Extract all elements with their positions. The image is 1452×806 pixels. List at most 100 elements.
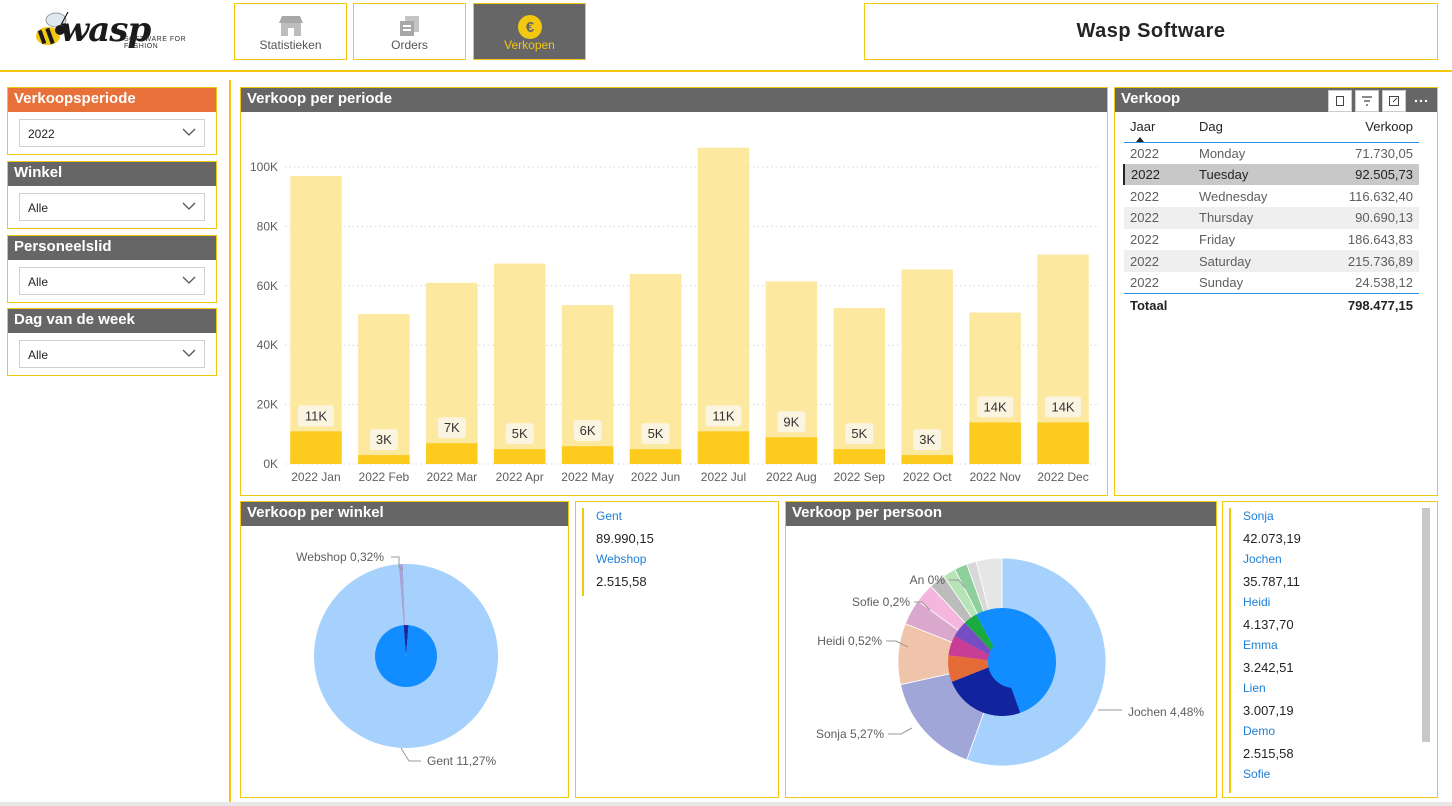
data-label-bg bbox=[297, 405, 334, 427]
data-label: 5K bbox=[851, 426, 867, 441]
dag-van-de-week-dropdown[interactable]: Alle bbox=[19, 340, 205, 368]
x-tick-label: 2022 Sep bbox=[834, 470, 886, 484]
column-header-dag[interactable]: Dag bbox=[1199, 119, 1223, 134]
bar-segment bbox=[901, 455, 953, 464]
accent-bar bbox=[582, 508, 584, 596]
persoon-cards-panel: Sonja 42.073,19 Jochen 35.787,11 Heidi 4.137,… bbox=[1222, 501, 1438, 798]
total-label: Totaal bbox=[1124, 293, 1193, 316]
bar-segment bbox=[426, 443, 478, 464]
y-tick-label: 80K bbox=[257, 219, 278, 233]
cell-verkoop: 92.505,73 bbox=[1303, 163, 1419, 186]
panel-title: Verkoop per persoon bbox=[786, 502, 1216, 526]
leader-line bbox=[949, 579, 966, 589]
data-label-bg bbox=[437, 417, 466, 439]
card-name: Emma bbox=[1243, 638, 1278, 652]
y-tick-label: 40K bbox=[257, 338, 278, 352]
bar-segment bbox=[358, 455, 410, 464]
y-tick-label: 60K bbox=[257, 279, 278, 293]
verkoop-table: Jaar Dag Verkoop 2022 Monday 71.730,05 2022… bbox=[1123, 116, 1419, 316]
verkoop-table-panel: Verkoop Jaar Dag Verkoop 2022 Monday 71.73… bbox=[1114, 87, 1438, 496]
table-row[interactable]: 2022 Friday 186.643,83 bbox=[1124, 229, 1419, 251]
verkoop-per-winkel-panel: Verkoop per winkel Webshop 0,32% Gent 11,… bbox=[240, 501, 569, 798]
data-label: 9K bbox=[783, 414, 799, 429]
pie-label: Sofie 0,2% bbox=[852, 595, 910, 609]
nav-orders-button[interactable]: Orders bbox=[353, 3, 466, 60]
slicer-dag-van-de-week: Dag van de week Alle bbox=[7, 308, 217, 376]
data-label-bg bbox=[913, 429, 942, 451]
winkel-dropdown[interactable]: Alle bbox=[19, 193, 205, 221]
nav-verkopen-button[interactable]: € Verkopen bbox=[473, 3, 586, 60]
table-row[interactable]: 2022 Tuesday 92.505,73 bbox=[1123, 163, 1419, 186]
data-label: 14K bbox=[984, 399, 1007, 414]
card-name: Sofie bbox=[1243, 767, 1271, 781]
chevron-down-icon bbox=[182, 202, 196, 210]
copy-icon[interactable] bbox=[1328, 90, 1352, 112]
cell-dag: Tuesday bbox=[1193, 163, 1303, 186]
data-label-bg bbox=[1045, 396, 1082, 418]
leader-line bbox=[914, 601, 931, 611]
table-total-row: Totaal 798.477,15 bbox=[1124, 293, 1419, 316]
column-header-jaar[interactable]: Jaar bbox=[1124, 116, 1193, 142]
column-header-verkoop[interactable]: Verkoop bbox=[1365, 119, 1413, 134]
chevron-down-icon bbox=[182, 349, 196, 357]
leader-line bbox=[886, 640, 909, 648]
svg-text:€: € bbox=[525, 19, 534, 36]
cell-verkoop: 116.632,40 bbox=[1348, 188, 1413, 204]
bar-segment bbox=[629, 449, 682, 464]
table-row[interactable]: 2022 Sunday 24.538,12 bbox=[1124, 272, 1419, 294]
sort-ascending-icon bbox=[1136, 137, 1144, 142]
verkoopsperiode-dropdown[interactable]: 2022 bbox=[19, 119, 205, 147]
bar-segment bbox=[493, 449, 546, 464]
table-row[interactable]: 2022 Saturday 215.736,89 bbox=[1124, 250, 1419, 273]
table-row[interactable]: 2022 Monday 71.730,05 bbox=[1124, 142, 1419, 164]
cell-dag: Thursday bbox=[1193, 207, 1303, 229]
pie-label: An 0% bbox=[910, 573, 946, 587]
personeelslid-dropdown[interactable]: Alle bbox=[19, 267, 205, 295]
bar-segment bbox=[833, 449, 886, 464]
bar-segment bbox=[561, 446, 614, 464]
cell-jaar: 2022 bbox=[1130, 275, 1159, 291]
leader-line bbox=[400, 747, 421, 762]
scrollbar-thumb[interactable] bbox=[1422, 508, 1430, 742]
bar-total bbox=[765, 281, 818, 464]
data-label-bg bbox=[777, 411, 806, 433]
winkel-cards-panel: Gent 89.990,15 Webshop 2.515,58 bbox=[575, 501, 779, 798]
x-tick-label: 2022 Oct bbox=[903, 470, 952, 484]
store-icon bbox=[278, 14, 304, 43]
cell-verkoop: 71.730,05 bbox=[1355, 145, 1413, 161]
data-label-bg bbox=[573, 420, 602, 442]
nav-label: Verkopen bbox=[504, 38, 555, 52]
y-tick-label: 100K bbox=[250, 160, 278, 174]
data-label: 5K bbox=[512, 426, 528, 441]
card-name: Sonja bbox=[1243, 509, 1274, 523]
card-value: 2.515,58 bbox=[596, 573, 647, 589]
filter-icon[interactable] bbox=[1355, 90, 1379, 112]
table-row[interactable]: 2022 Wednesday 116.632,40 bbox=[1124, 185, 1419, 207]
dropdown-value: 2022 bbox=[28, 127, 55, 141]
table-row[interactable]: 2022 Thursday 90.690,13 bbox=[1124, 207, 1419, 229]
cell-jaar: 2022 bbox=[1123, 163, 1193, 186]
card-name: Jochen bbox=[1243, 552, 1282, 566]
slicer-title: Personeelslid bbox=[8, 236, 216, 260]
pie-label: Jochen 4,48% bbox=[1128, 705, 1204, 719]
nav-statistieken-button[interactable]: Statistieken bbox=[234, 3, 347, 60]
table-header-row: Jaar Dag Verkoop bbox=[1124, 116, 1419, 142]
card-value bbox=[1243, 786, 1301, 798]
focus-mode-icon[interactable] bbox=[1382, 90, 1406, 112]
data-label: 3K bbox=[919, 432, 935, 447]
inner-slice bbox=[948, 635, 1002, 662]
more-options-icon[interactable] bbox=[1409, 90, 1433, 112]
winkel-card-list: Gent 89.990,15 Webshop 2.515,58 bbox=[596, 506, 654, 592]
x-tick-label: 2022 Aug bbox=[766, 470, 817, 484]
x-tick-label: 2022 Feb bbox=[359, 470, 410, 484]
panel-title: Verkoop per periode bbox=[241, 88, 1107, 112]
card-name: Demo bbox=[1243, 724, 1276, 738]
cell-verkoop: 90.690,13 bbox=[1303, 207, 1419, 229]
verkoop-per-persoon-panel: Verkoop per persoon Jochen 4,48% Sonja 5,… bbox=[785, 501, 1217, 798]
x-tick-label: 2022 Apr bbox=[496, 470, 544, 484]
cell-dag: Friday bbox=[1199, 232, 1236, 248]
data-label: 14K bbox=[1051, 399, 1074, 414]
inner-slice bbox=[403, 625, 409, 656]
data-label-bg bbox=[977, 396, 1014, 418]
card-value: 3.007,19 bbox=[1243, 702, 1294, 718]
